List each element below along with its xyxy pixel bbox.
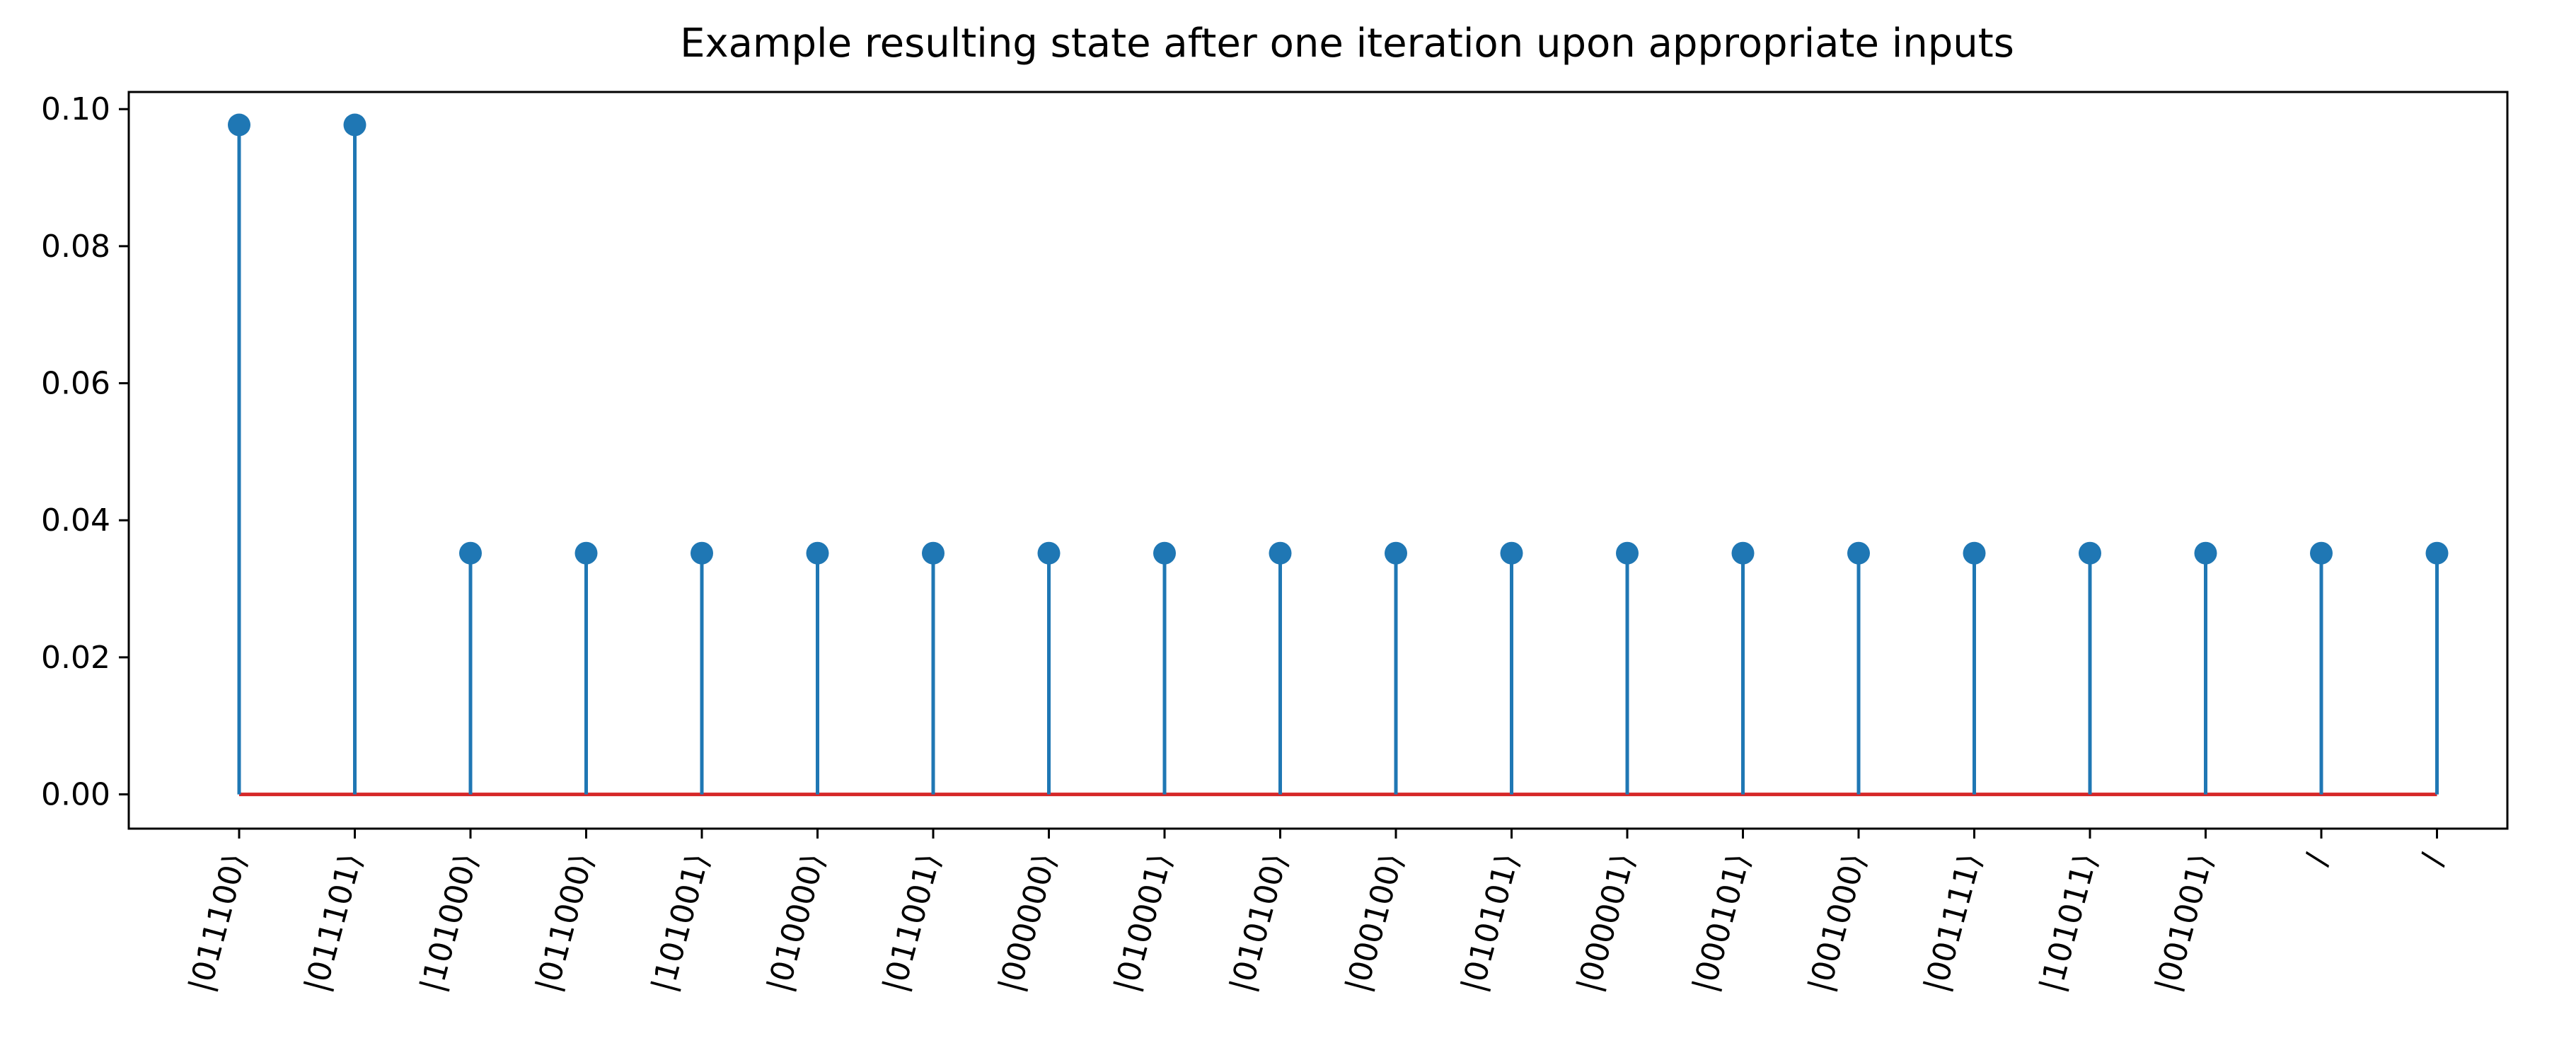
stem-marker bbox=[2194, 541, 2217, 565]
stem-marker bbox=[459, 541, 482, 565]
x-axis: |011100⟩ |011101⟩ |101000⟩ |011000⟩ |101001⟩… bbox=[183, 829, 2451, 996]
stems bbox=[228, 113, 2449, 795]
x-tick-label: |010000⟩ bbox=[761, 850, 832, 996]
x-tick-label: |101011⟩ bbox=[2033, 850, 2105, 996]
x-tick-label: |011100⟩ bbox=[183, 850, 254, 996]
x-tick-label: |000001⟩ bbox=[1571, 850, 1642, 996]
x-tick-label: |011101⟩ bbox=[298, 850, 369, 996]
x-tick-label: / bbox=[2414, 849, 2451, 869]
stem-marker bbox=[2310, 541, 2333, 565]
stem-marker bbox=[922, 541, 945, 565]
x-tick-label: |011001⟩ bbox=[877, 850, 948, 996]
stem-marker bbox=[1153, 541, 1176, 565]
y-tick-label: 0.06 bbox=[41, 366, 110, 402]
x-tick-label: |101000⟩ bbox=[414, 850, 485, 996]
y-tick-label: 0.02 bbox=[41, 640, 110, 676]
stem-marker bbox=[691, 541, 713, 565]
stem-marker bbox=[1963, 541, 1986, 565]
x-tick-label: |011000⟩ bbox=[529, 850, 601, 996]
stem-marker bbox=[1500, 541, 1523, 565]
stem-marker bbox=[1616, 541, 1639, 565]
stem-marker bbox=[1847, 541, 1870, 565]
x-tick-label: |101001⟩ bbox=[645, 850, 717, 996]
y-tick-label: 0.04 bbox=[41, 502, 110, 539]
x-tick-label: |001000⟩ bbox=[1802, 850, 1873, 996]
stem-marker bbox=[574, 541, 598, 565]
stem-marker bbox=[228, 113, 250, 137]
plot-area-frame bbox=[127, 91, 2509, 830]
y-tick-label: 0.00 bbox=[41, 777, 110, 813]
x-tick-label: |010100⟩ bbox=[1223, 850, 1295, 996]
stem-marker bbox=[2425, 541, 2449, 565]
stem-marker bbox=[2079, 541, 2101, 565]
x-tick-label: |000101⟩ bbox=[1686, 850, 1757, 996]
y-tick-label: 0.10 bbox=[41, 91, 110, 127]
x-tick-label: |001111⟩ bbox=[1917, 850, 1989, 996]
x-tick-label: |010101⟩ bbox=[1455, 850, 1526, 996]
x-tick-label: |010001⟩ bbox=[1108, 850, 1179, 996]
stem-marker bbox=[1385, 541, 1407, 565]
stem-marker bbox=[1037, 541, 1061, 565]
chart-title: Example resulting state after one iterat… bbox=[680, 21, 2014, 67]
x-tick-label: / bbox=[2299, 849, 2336, 869]
stem-marker bbox=[1731, 541, 1755, 565]
x-tick-label: |000000⟩ bbox=[992, 850, 1063, 996]
stem-marker bbox=[806, 541, 829, 565]
stem-marker bbox=[1269, 541, 1292, 565]
x-tick-label: |001001⟩ bbox=[2149, 850, 2220, 996]
y-tick-label: 0.08 bbox=[41, 229, 110, 265]
x-tick-label: |000100⟩ bbox=[1339, 850, 1411, 996]
y-axis: 0.00 0.02 0.04 0.06 0.08 0.10 bbox=[41, 91, 129, 813]
stem-marker bbox=[343, 113, 366, 137]
